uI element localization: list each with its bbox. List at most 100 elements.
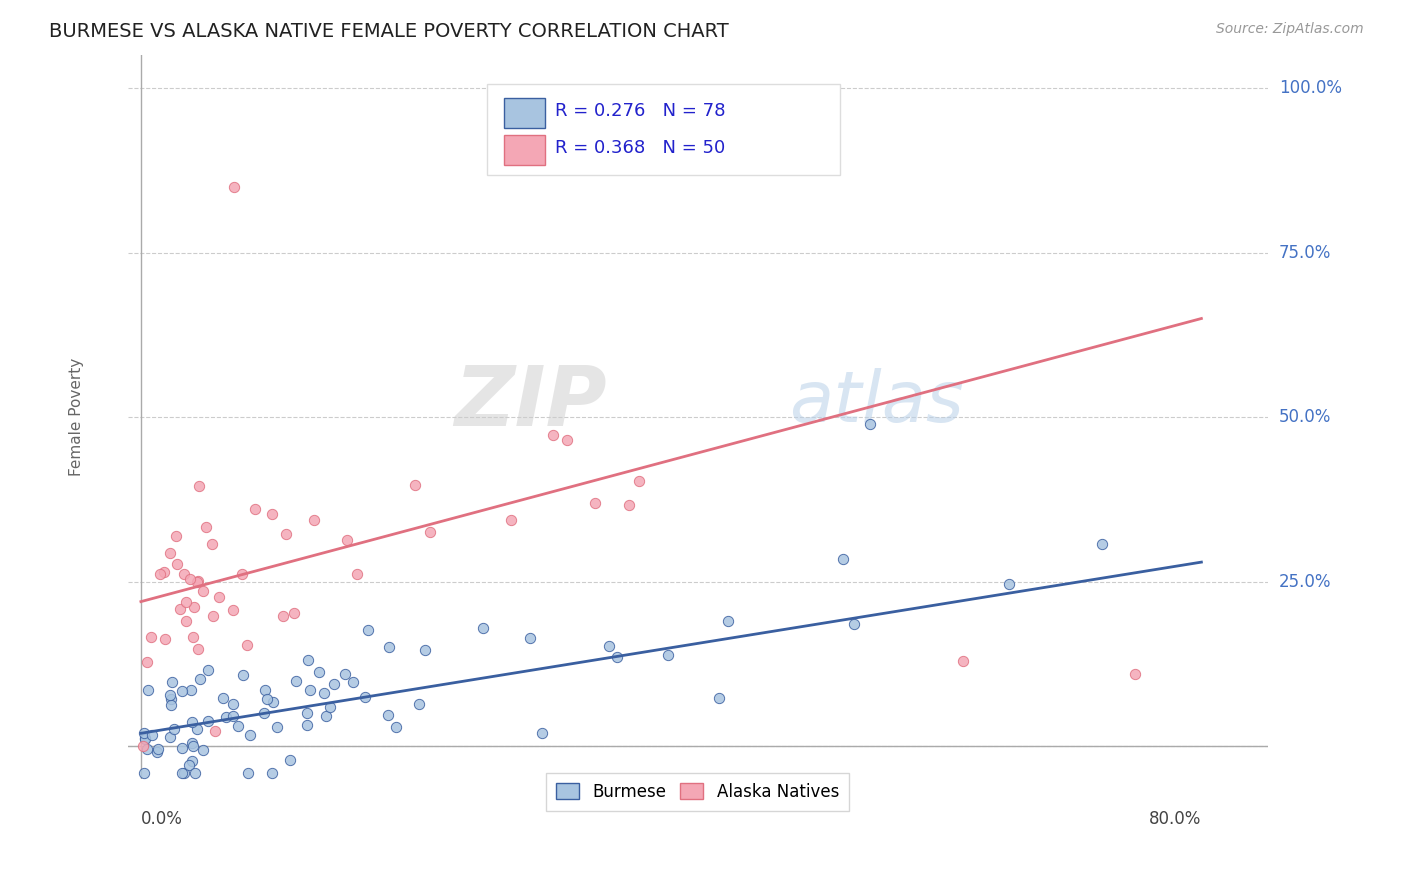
Point — [413, 643, 436, 657]
Point — [419, 524, 441, 539]
Point — [197, 663, 219, 677]
Point — [180, 683, 202, 698]
Point — [169, 602, 191, 616]
Point — [239, 727, 262, 741]
Point — [134, 765, 156, 780]
Point — [180, 736, 202, 750]
Point — [211, 691, 233, 706]
Point — [385, 720, 408, 734]
Point — [152, 566, 174, 580]
Point — [146, 742, 169, 756]
Text: Source: ZipAtlas.com: Source: ZipAtlas.com — [1216, 22, 1364, 37]
Point — [541, 428, 564, 442]
Point — [153, 632, 176, 647]
Point — [232, 668, 254, 682]
Point — [180, 714, 202, 729]
Point — [160, 674, 183, 689]
Point — [315, 709, 337, 723]
Text: atlas: atlas — [789, 368, 963, 437]
Point — [256, 692, 278, 706]
Point — [136, 655, 159, 669]
FancyBboxPatch shape — [486, 84, 841, 175]
Point — [181, 631, 204, 645]
Point — [1091, 537, 1114, 551]
Point — [159, 545, 181, 559]
Point — [302, 512, 325, 526]
Point — [336, 533, 359, 548]
Point — [215, 710, 238, 724]
Point — [188, 672, 211, 686]
Point — [952, 654, 974, 668]
Text: 100.0%: 100.0% — [1279, 79, 1341, 97]
Point — [308, 665, 330, 679]
Point — [197, 714, 219, 728]
Point — [598, 639, 620, 653]
Point — [842, 616, 865, 631]
Point — [172, 765, 194, 780]
Point — [195, 520, 218, 534]
Point — [254, 683, 277, 698]
Point — [132, 739, 155, 754]
Point — [408, 697, 430, 711]
Point — [177, 758, 200, 772]
Point — [606, 650, 628, 665]
Point — [228, 718, 250, 732]
FancyBboxPatch shape — [503, 98, 546, 128]
Point — [335, 666, 357, 681]
Point — [831, 552, 853, 566]
Point — [297, 653, 319, 667]
Point — [159, 730, 181, 744]
Point — [222, 603, 245, 617]
Point — [471, 621, 494, 635]
Point — [243, 502, 266, 516]
Point — [132, 726, 155, 740]
Point — [530, 725, 553, 739]
Point — [193, 583, 215, 598]
Point — [222, 697, 245, 711]
Text: 50.0%: 50.0% — [1279, 409, 1331, 426]
Point — [262, 765, 284, 780]
Point — [159, 688, 181, 702]
Point — [172, 684, 194, 698]
Text: 80.0%: 80.0% — [1149, 810, 1201, 828]
Point — [201, 609, 224, 624]
Point — [253, 706, 276, 720]
Point — [134, 731, 156, 746]
Point — [298, 683, 321, 698]
Point — [183, 599, 205, 614]
Point — [166, 529, 188, 543]
Point — [170, 741, 193, 756]
Point — [519, 632, 541, 646]
Point — [176, 595, 198, 609]
Point — [181, 754, 204, 768]
Point — [555, 434, 578, 448]
Text: BURMESE VS ALASKA NATIVE FEMALE POVERTY CORRELATION CHART: BURMESE VS ALASKA NATIVE FEMALE POVERTY … — [49, 22, 728, 41]
Point — [283, 606, 305, 620]
Text: 75.0%: 75.0% — [1279, 244, 1331, 261]
Point — [295, 706, 318, 721]
Point — [186, 574, 208, 589]
Point — [262, 695, 284, 709]
Point — [173, 566, 195, 581]
Point — [160, 698, 183, 713]
Text: 25.0%: 25.0% — [1279, 573, 1331, 591]
Point — [188, 479, 211, 493]
Point — [260, 508, 283, 522]
Point — [179, 572, 201, 586]
Point — [186, 722, 208, 736]
Point — [1123, 667, 1146, 681]
Point — [187, 641, 209, 656]
Text: R = 0.276   N = 78: R = 0.276 N = 78 — [555, 102, 725, 120]
Point — [149, 567, 172, 582]
Point — [319, 699, 342, 714]
Point — [859, 417, 882, 431]
Point — [222, 179, 245, 194]
Point — [186, 574, 208, 589]
Point — [166, 557, 188, 571]
Point — [274, 527, 297, 541]
Point — [146, 745, 169, 759]
Point — [404, 478, 426, 492]
Point — [353, 690, 375, 704]
Text: ZIP: ZIP — [454, 362, 606, 443]
Point — [342, 674, 364, 689]
